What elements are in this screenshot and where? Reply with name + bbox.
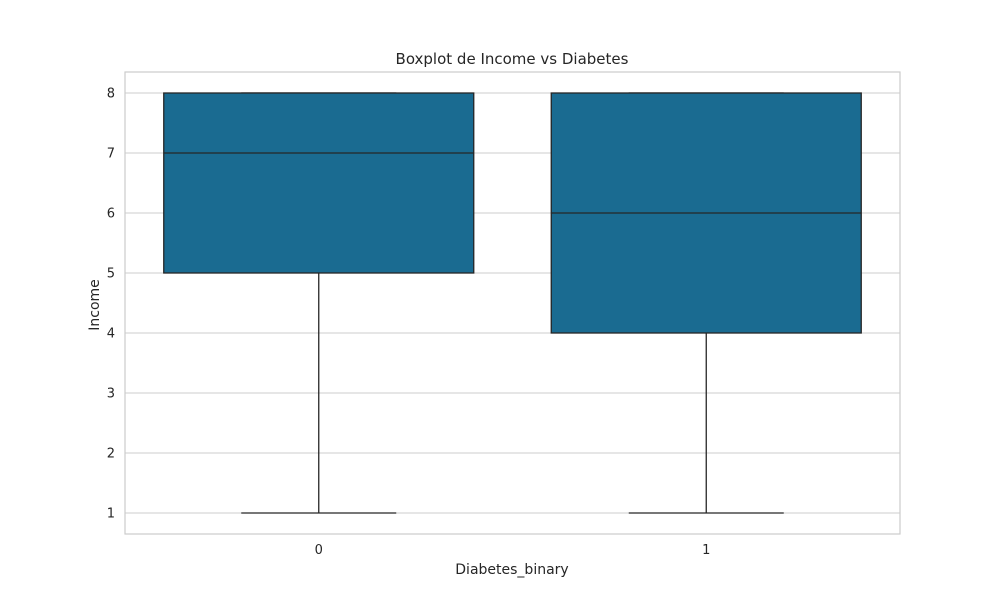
y-axis-label: Income — [87, 279, 103, 331]
box-layer — [163, 92, 862, 514]
y-tick-label: 4 — [107, 327, 115, 342]
chart-title: Boxplot de Income vs Diabetes — [396, 50, 629, 68]
y-tick-label: 6 — [107, 207, 115, 222]
x-axis-label: Diabetes_binary — [455, 562, 568, 578]
tick-layer: 1 2 3 4 5 6 7 8 0 1 — [107, 87, 711, 559]
y-tick-label: 3 — [107, 387, 115, 402]
y-tick-label: 7 — [107, 147, 115, 162]
x-tick-label: 0 — [315, 543, 323, 558]
plot-frame — [124, 71, 901, 535]
y-tick-label: 1 — [107, 507, 115, 522]
box-0 — [163, 92, 475, 274]
y-tick-label: 2 — [107, 447, 115, 462]
y-tick-label: 8 — [107, 87, 115, 102]
y-tick-label: 5 — [107, 267, 115, 282]
x-tick-label: 1 — [702, 543, 710, 558]
